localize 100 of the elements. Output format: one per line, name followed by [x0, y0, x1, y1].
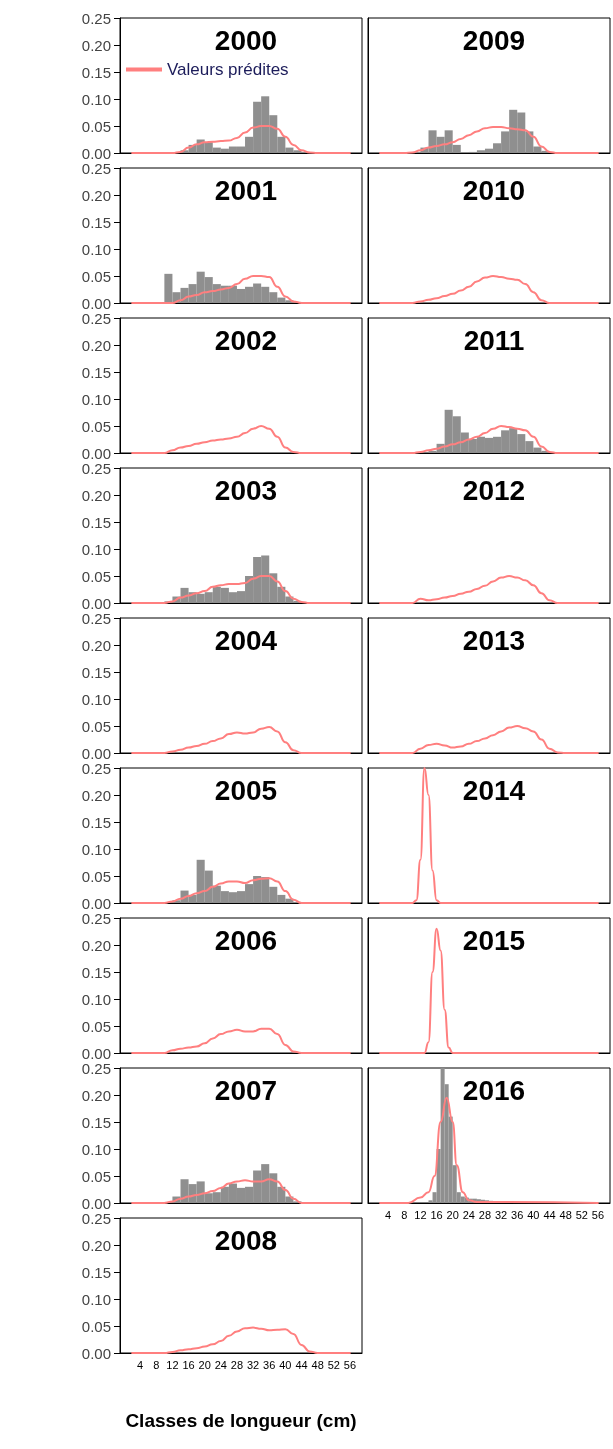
- x-tick-label: 12: [414, 1208, 427, 1221]
- y-tick-label: 0.10: [81, 90, 111, 108]
- chart-title: 2010: [462, 174, 526, 206]
- y-tick-label: 0.25: [81, 309, 111, 327]
- y-tick-label: 0.15: [81, 1263, 111, 1281]
- y-tick-label: 0.05: [81, 867, 111, 885]
- y-tick-label: 0.00: [81, 744, 111, 762]
- y-tick-label: 0.00: [81, 444, 111, 462]
- y-tick-label: 0.10: [81, 390, 111, 408]
- y-tick-label: 0.15: [81, 963, 111, 981]
- x-tick-label: 12: [166, 1358, 179, 1371]
- y-tick-label: 0.00: [81, 594, 111, 612]
- y-tick-label: 0.20: [81, 636, 111, 654]
- y-tick-label: 0.15: [81, 213, 111, 231]
- y-tick-label: 0.00: [81, 1194, 111, 1212]
- chart-title: 2000: [214, 24, 278, 56]
- x-tick-label: 16: [430, 1208, 443, 1221]
- x-axis-title: Classes de longueur (cm): [125, 1410, 357, 1431]
- y-tick-label: 0.10: [81, 1140, 111, 1158]
- y-tick-label: 0.25: [81, 1209, 111, 1227]
- x-tick-label: 40: [527, 1208, 540, 1221]
- chart-title: 2001: [214, 174, 278, 206]
- y-tick-label: 0.05: [81, 567, 111, 585]
- y-tick-label: 0.25: [81, 159, 111, 177]
- x-tick-label: 52: [575, 1208, 588, 1221]
- chart-title: 2003: [214, 474, 278, 506]
- x-tick-label: 56: [343, 1358, 357, 1371]
- x-tick-label: 56: [591, 1208, 605, 1221]
- y-tick-label: 0.10: [81, 540, 111, 558]
- y-tick-label: 0.15: [81, 663, 111, 681]
- y-tick-label: 0.15: [81, 363, 111, 381]
- chart-title: 2004: [214, 624, 278, 656]
- chart-title: 2006: [214, 924, 278, 956]
- x-tick-label: 28: [230, 1358, 244, 1371]
- chart-title: 2012: [462, 474, 526, 506]
- y-tick-label: 0.00: [81, 294, 111, 312]
- chart-title: 2008: [214, 1224, 278, 1256]
- y-tick-label: 0.25: [81, 609, 111, 627]
- y-tick-label: 0.05: [81, 1017, 111, 1035]
- y-tick-label: 0.25: [81, 909, 111, 927]
- y-tick-label: 0.15: [81, 513, 111, 531]
- y-tick-label: 0.00: [81, 1044, 111, 1062]
- y-tick-label: 0.05: [81, 267, 111, 285]
- x-tick-label: 32: [246, 1358, 260, 1371]
- x-tick-label: 8: [153, 1358, 160, 1371]
- y-tick-label: 0.20: [81, 1236, 111, 1254]
- chart-title: 2014: [462, 774, 526, 806]
- x-tick-label: 48: [559, 1208, 572, 1221]
- y-tick-label: 0.20: [81, 486, 111, 504]
- y-tick-label: 0.05: [81, 417, 111, 435]
- x-tick-label: 24: [214, 1358, 227, 1371]
- x-tick-label: 44: [543, 1208, 556, 1221]
- x-tick-label: 36: [511, 1208, 524, 1221]
- y-tick-label: 0.05: [81, 117, 111, 135]
- chart-title: 2007: [214, 1074, 278, 1106]
- y-tick-label: 0.10: [81, 990, 111, 1008]
- legend-label: Valeurs prédites: [167, 60, 289, 79]
- x-tick-label: 36: [263, 1358, 276, 1371]
- chart-title: 2016: [462, 1074, 526, 1106]
- y-tick-label: 0.20: [81, 786, 111, 804]
- x-tick-label: 28: [478, 1208, 492, 1221]
- y-tick-label: 0.25: [81, 759, 111, 777]
- x-tick-label: 8: [401, 1208, 408, 1221]
- y-tick-label: 0.15: [81, 63, 111, 81]
- x-tick-label: 24: [462, 1208, 475, 1221]
- y-tick-label: 0.00: [81, 144, 111, 162]
- y-tick-label: 0.05: [81, 1317, 111, 1335]
- x-tick-label: 4: [137, 1358, 144, 1371]
- y-tick-label: 0.10: [81, 690, 111, 708]
- x-tick-label: 20: [446, 1208, 459, 1221]
- x-tick-label: 48: [311, 1358, 324, 1371]
- y-tick-label: 0.20: [81, 936, 111, 954]
- y-tick-label: 0.10: [81, 840, 111, 858]
- y-tick-label: 0.10: [81, 240, 111, 258]
- x-tick-label: 32: [494, 1208, 508, 1221]
- y-tick-label: 0.15: [81, 1113, 111, 1131]
- x-tick-label: 4: [385, 1208, 392, 1221]
- y-tick-label: 0.10: [81, 1290, 111, 1308]
- y-tick-label: 0.15: [81, 813, 111, 831]
- chart-title: 2013: [462, 624, 526, 656]
- y-tick-label: 0.20: [81, 1086, 111, 1104]
- chart-title: 2009: [462, 24, 526, 56]
- y-tick-label: 0.25: [81, 1059, 111, 1077]
- y-tick-label: 0.20: [81, 36, 111, 54]
- y-tick-label: 0.25: [81, 9, 111, 27]
- x-tick-label: 16: [182, 1358, 195, 1371]
- y-tick-label: 0.20: [81, 186, 111, 204]
- y-tick-label: 0.00: [81, 894, 111, 912]
- chart-title: 2002: [214, 324, 278, 356]
- x-tick-label: 52: [327, 1358, 340, 1371]
- y-tick-label: 0.20: [81, 336, 111, 354]
- y-tick-label: 0.05: [81, 717, 111, 735]
- y-tick-label: 0.05: [81, 1167, 111, 1185]
- x-tick-label: 20: [198, 1358, 211, 1371]
- y-tick-label: 0.25: [81, 459, 111, 477]
- chart-title: 2011: [463, 324, 525, 356]
- y-tick-label: 0.00: [81, 1344, 111, 1362]
- x-tick-label: 40: [279, 1358, 292, 1371]
- chart-title: 2005: [214, 774, 278, 806]
- chart-title: 2015: [462, 924, 526, 956]
